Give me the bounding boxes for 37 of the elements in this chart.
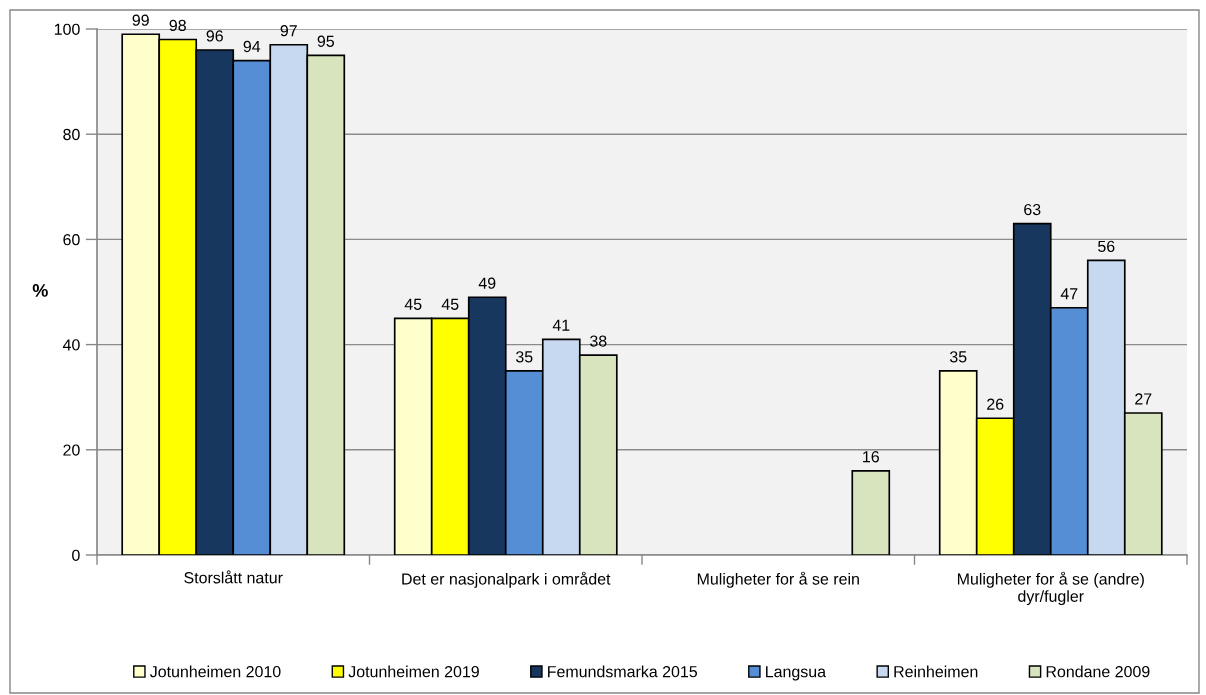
data-label: 16: [863, 451, 879, 463]
data-label: 26: [987, 398, 1004, 410]
legend-label: Reinheimen: [894, 665, 978, 678]
data-label: 98: [169, 19, 186, 32]
y-tick-label: 60: [63, 234, 80, 246]
data-label: 45: [404, 298, 422, 310]
data-label: 35: [515, 351, 533, 363]
x-tick-label: Storslått natur: [184, 570, 283, 584]
legend-label: Langsua: [766, 666, 827, 681]
legend-label: Jotunheimen 2010: [150, 665, 281, 678]
legend-label: Rondane 2009: [1046, 665, 1150, 678]
data-label: 96: [206, 30, 223, 42]
y-tick-label: 40: [62, 339, 80, 351]
y-tick-label: 20: [63, 444, 80, 456]
data-label: 35: [949, 351, 967, 363]
data-label: 95: [317, 35, 334, 47]
data-label: 63: [1024, 203, 1041, 216]
data-label: 45: [441, 298, 459, 310]
legend-label: Femundsmarka 2015: [548, 665, 698, 678]
y-tick-label: 100: [54, 23, 80, 35]
y-axis-title: %: [32, 284, 48, 297]
y-tick-label: 0: [72, 549, 80, 561]
bar: [851, 470, 891, 555]
y-tick-label: 80: [63, 128, 80, 141]
data-label: 94: [243, 40, 261, 53]
x-tick-label: Muligheter for å se rein: [697, 571, 859, 588]
x-tick-label: Det er nasjonalpark i området: [402, 571, 611, 588]
data-label: 56: [1098, 240, 1115, 253]
data-label: 97: [280, 25, 297, 37]
data-label: 47: [1060, 288, 1078, 300]
data-label: 38: [590, 335, 607, 347]
x-tick-label: Muligheter for å se (andre) dyr/fugler: [957, 571, 1144, 606]
data-label: 41: [552, 319, 570, 331]
data-label: 27: [1135, 393, 1152, 405]
data-label: 49: [478, 277, 496, 289]
data-label: 99: [132, 14, 149, 26]
legend-label: Jotunheimen 2019: [348, 665, 479, 678]
